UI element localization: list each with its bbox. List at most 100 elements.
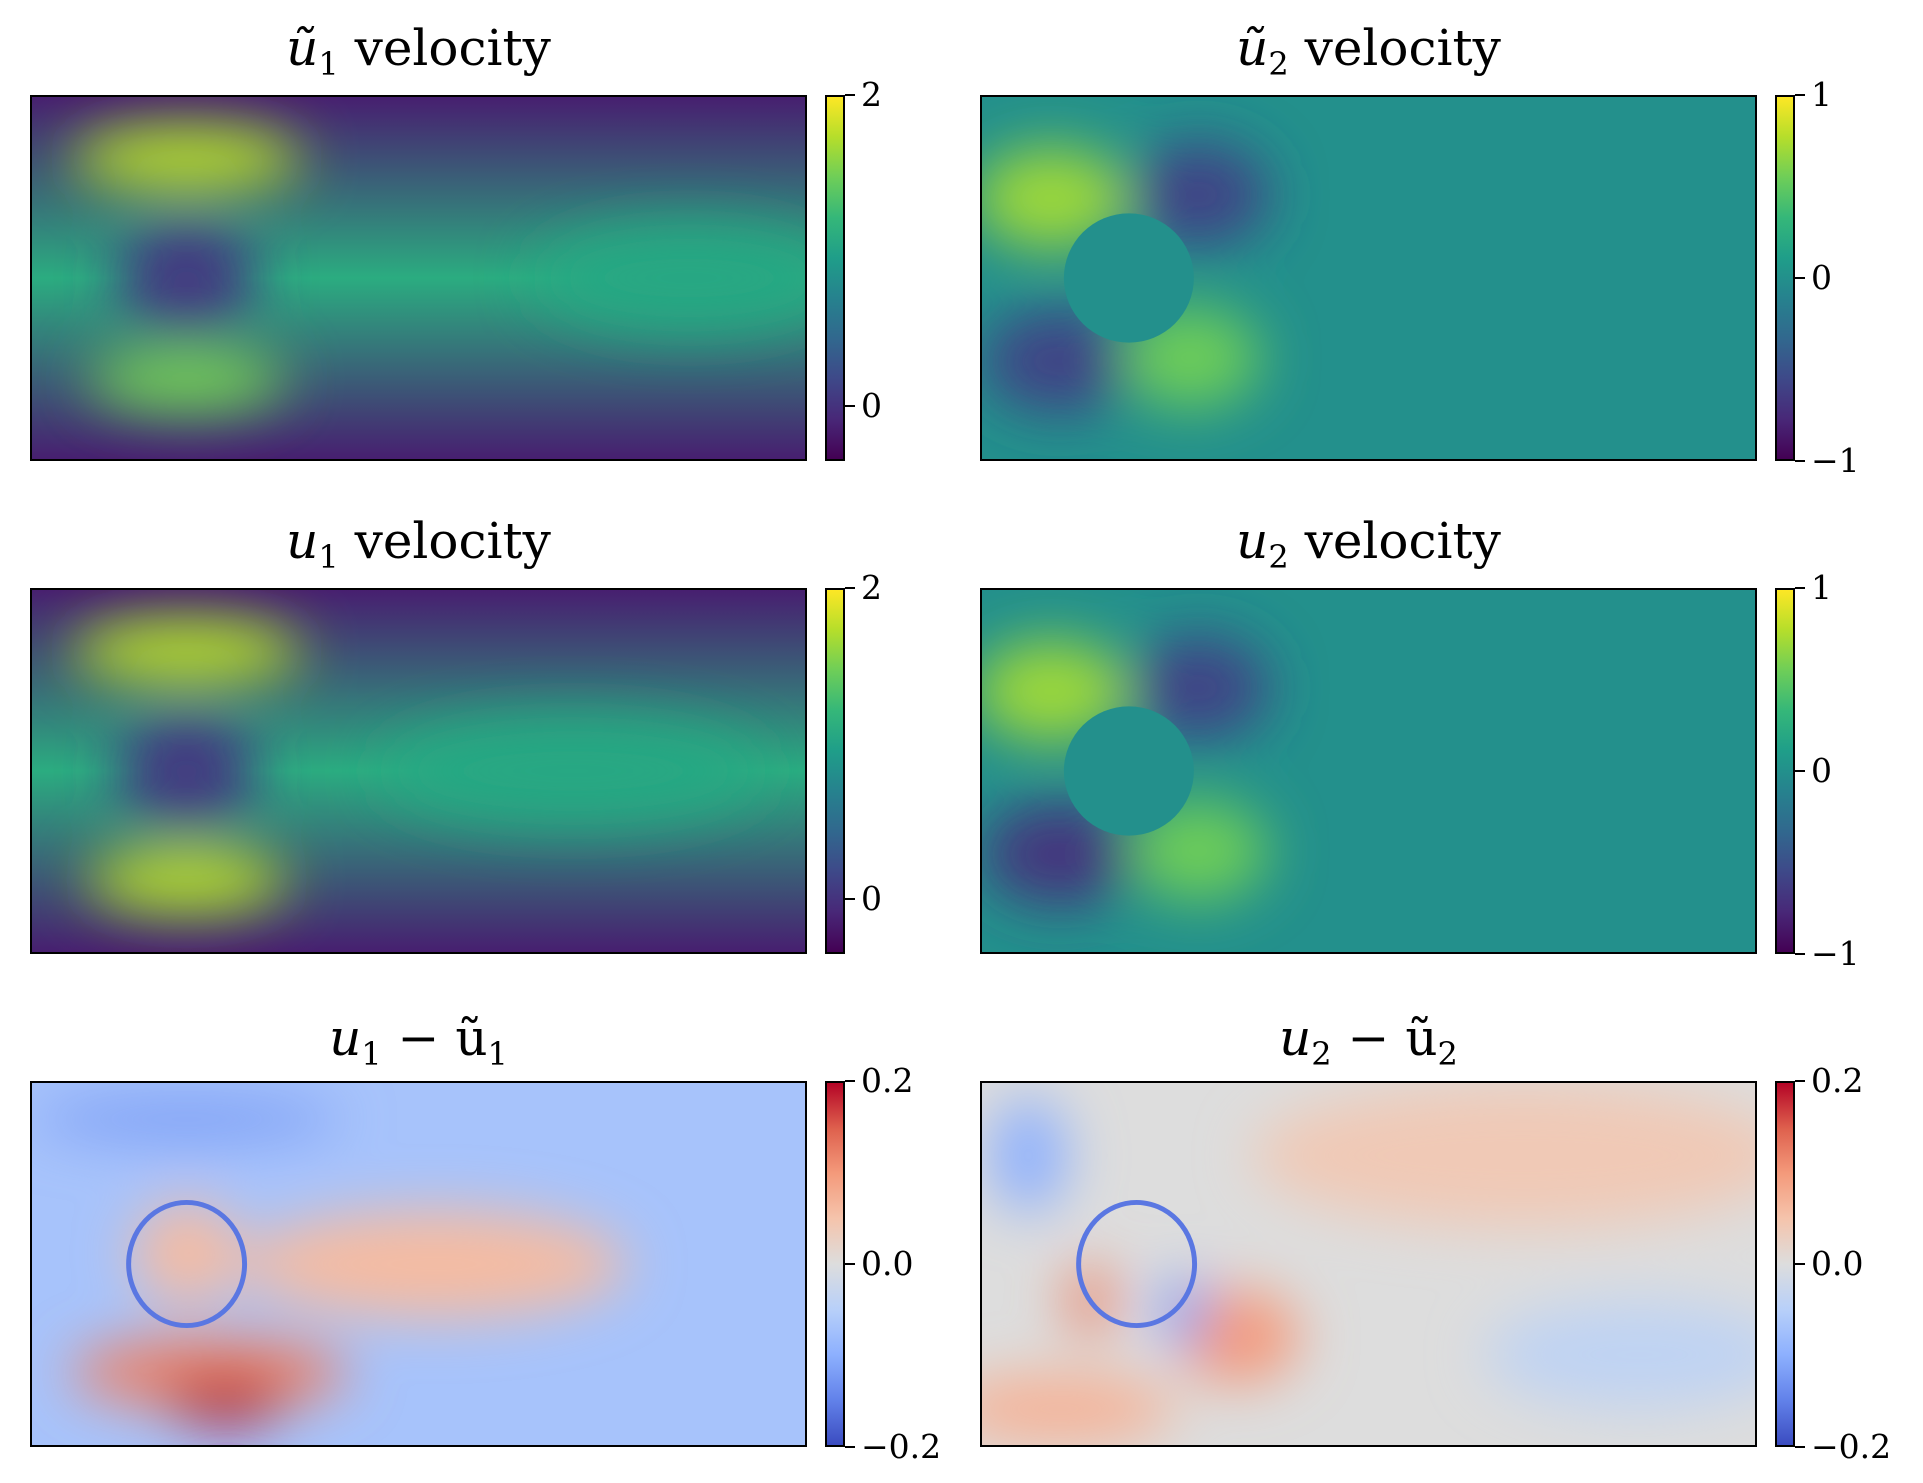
colorbar-tick-label: 2 <box>861 75 882 114</box>
obstacle-ring <box>126 1199 248 1329</box>
heatmap-field <box>30 588 807 954</box>
colorbar-tick-label: −1 <box>1811 441 1860 480</box>
heatmap-blob <box>982 147 1129 250</box>
heatmap-blob <box>1484 1300 1755 1409</box>
colorbar <box>825 588 845 954</box>
colorbar-tick-label: 0.0 <box>861 1244 914 1283</box>
heatmap-blob <box>982 310 1137 412</box>
colorbar-tick-label: 1 <box>1811 75 1832 114</box>
colorbar-tick <box>845 1446 855 1448</box>
heatmap-plot <box>982 590 1755 952</box>
heatmap-blob <box>982 640 1129 743</box>
title-text: velocity <box>338 512 551 570</box>
colorbar <box>1775 1081 1795 1447</box>
title-symbol: u <box>286 512 319 570</box>
heatmap-blob <box>534 223 805 333</box>
obstacle-region <box>1063 706 1194 836</box>
colorbar-tick <box>1795 1263 1805 1265</box>
heatmap-plot <box>982 97 1755 459</box>
title-subscript: 2 <box>1268 45 1289 83</box>
heatmap-blob <box>70 618 303 685</box>
colorbar-tick <box>1795 587 1805 589</box>
obstacle-region <box>1063 213 1194 343</box>
title-symbol: ũ <box>286 19 319 77</box>
heatmap-blob <box>1159 1274 1207 1348</box>
heatmap-field <box>30 95 807 461</box>
colorbar <box>1775 588 1795 954</box>
colorbar-tick-label: 0.2 <box>861 1061 914 1100</box>
colorbar-tick-label: −0.2 <box>861 1427 942 1466</box>
colorbar-tick <box>845 587 855 589</box>
colorbar-tick-label: 0 <box>861 879 882 919</box>
heatmap-blob <box>163 1379 288 1424</box>
colorbar-tick-label: −1 <box>1811 934 1860 973</box>
colorbar <box>825 95 845 461</box>
heatmap-blob <box>989 1097 1068 1214</box>
heatmap-plot <box>982 1083 1755 1445</box>
heatmap-field <box>980 1081 1757 1447</box>
heatmap-blob <box>86 346 288 412</box>
heatmap-blob <box>379 716 767 826</box>
heatmap-blob <box>117 709 257 833</box>
heatmap-blob <box>86 847 288 913</box>
heatmap-plot <box>32 590 805 952</box>
colorbar <box>825 1081 845 1447</box>
panel-title: u2 velocity <box>980 512 1757 576</box>
colorbar-tick-label: 1 <box>1811 568 1832 607</box>
heatmap-blob <box>117 216 257 340</box>
title-subscript: 1 <box>361 1035 382 1073</box>
heatmap-plot <box>32 1083 805 1445</box>
colorbar-tick <box>845 405 855 408</box>
colorbar-tick <box>845 1263 855 1265</box>
title-symbol: u <box>329 1009 362 1067</box>
title-subscript: 2 <box>1437 1035 1458 1073</box>
colorbar-tick-label: 2 <box>861 568 882 607</box>
heatmap-field <box>980 588 1757 954</box>
colorbar-tick <box>845 1080 855 1082</box>
title-symbol: ũ <box>1236 19 1269 77</box>
panel-title: ũ2 velocity <box>980 19 1757 83</box>
heatmap-field <box>30 1081 807 1447</box>
title-subscript: 1 <box>487 1035 508 1073</box>
title-subscript: 1 <box>318 45 339 83</box>
colorbar-tick <box>1795 94 1805 96</box>
heatmap-blob <box>1128 637 1269 739</box>
panel-title: u1 − ũ1 <box>30 1009 807 1073</box>
heatmap-plot <box>32 97 805 459</box>
heatmap-blob <box>1252 1083 1755 1228</box>
colorbar-tick <box>845 898 855 901</box>
heatmap-blob <box>240 1209 628 1319</box>
colorbar-tick-label: 0.2 <box>1811 1061 1864 1100</box>
colorbar-tick-label: −0.2 <box>1811 1427 1892 1466</box>
title-text: velocity <box>1288 512 1501 570</box>
colorbar <box>1775 95 1795 461</box>
colorbar-tick <box>1795 277 1805 279</box>
colorbar-tick-label: 0.0 <box>1811 1244 1864 1283</box>
heatmap-blob <box>1128 144 1269 246</box>
title-symbol: u <box>1279 1009 1312 1067</box>
title-text: velocity <box>338 19 551 77</box>
colorbar-tick-label: 0 <box>1811 751 1832 790</box>
colorbar-tick-label: 0 <box>861 386 882 426</box>
heatmap-field <box>980 95 1757 461</box>
colorbar-tick <box>1795 460 1805 462</box>
heatmap-blob <box>132 1202 241 1304</box>
heatmap-blob <box>982 803 1137 905</box>
colorbar-tick <box>845 94 855 96</box>
heatmap-blob <box>70 125 303 192</box>
title-symbol: u <box>1236 512 1269 570</box>
title-text: velocity <box>1288 19 1501 77</box>
colorbar-tick <box>1795 1080 1805 1082</box>
panel-title: u1 velocity <box>30 512 807 576</box>
colorbar-tick-label: 0 <box>1811 258 1832 297</box>
heatmap-blob <box>32 1097 342 1141</box>
obstacle-ring <box>1076 1199 1198 1329</box>
title-subscript: 2 <box>1268 538 1289 576</box>
heatmap-blob <box>982 1372 1176 1445</box>
title-subscript: 1 <box>318 538 339 576</box>
colorbar-tick <box>1795 953 1805 955</box>
heatmap-blob <box>70 1336 349 1409</box>
colorbar-tick <box>1795 1446 1805 1448</box>
title-subscript: 2 <box>1311 1035 1332 1073</box>
heatmap-blob <box>1175 1289 1299 1384</box>
